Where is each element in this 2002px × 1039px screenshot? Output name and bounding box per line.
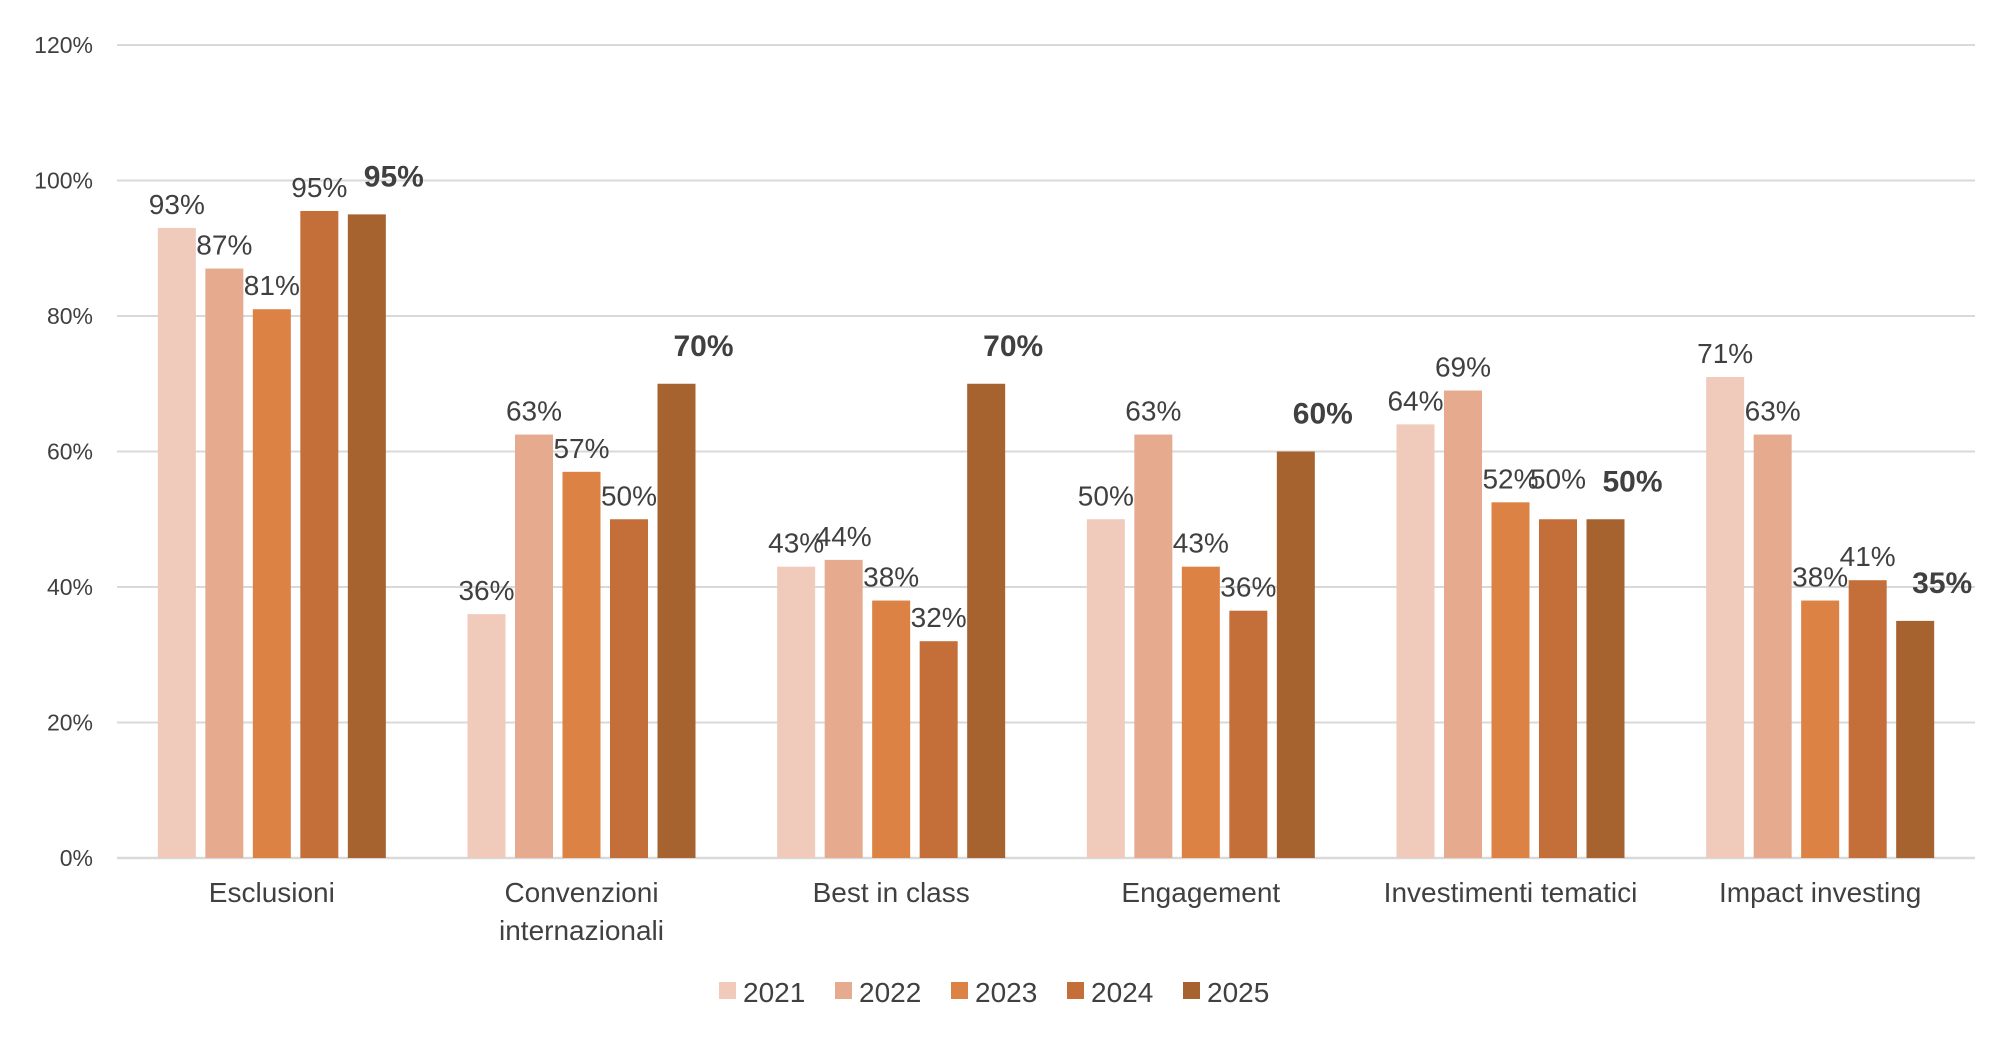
data-label-2025-1: 70%: [673, 330, 733, 363]
data-label-2022-2: 44%: [816, 521, 872, 552]
data-label-2022-1: 63%: [506, 396, 562, 427]
bar-2024-3: [1229, 610, 1268, 858]
x-tick-label: internazionali: [499, 915, 664, 946]
data-label-2023-3: 43%: [1173, 528, 1229, 559]
bar-2025-3: [1276, 451, 1315, 858]
data-label-2021-2: 43%: [768, 528, 824, 559]
bar-2022-5: [1753, 434, 1792, 858]
data-label-2025-3: 60%: [1293, 398, 1353, 431]
bar-2022-3: [1134, 434, 1173, 858]
bar-2023-1: [562, 471, 601, 858]
data-label-2021-1: 36%: [458, 575, 514, 606]
y-tick-label: 120%: [34, 32, 93, 58]
bar-2024-1: [610, 519, 648, 858]
y-tick-label: 20%: [47, 710, 93, 736]
bar-2025-1: [657, 383, 696, 858]
legend-swatch-2021: [719, 982, 736, 999]
y-tick-label: 80%: [47, 303, 93, 329]
data-label-2022-3: 63%: [1125, 396, 1181, 427]
bar-2025-5: [1896, 620, 1935, 858]
data-label-2024-4: 50%: [1530, 463, 1586, 494]
data-label-2023-4: 52%: [1482, 463, 1538, 494]
bar-2023-0: [252, 309, 291, 859]
bar-2024-4: [1539, 519, 1577, 858]
data-label-2024-2: 32%: [911, 602, 967, 633]
data-label-2021-0: 93%: [149, 189, 205, 220]
data-label-2023-0: 81%: [244, 270, 300, 301]
data-label-2021-5: 71%: [1697, 338, 1753, 369]
bar-2024-2: [919, 641, 958, 858]
bar-2021-4: [1396, 424, 1435, 858]
data-label-2025-4: 50%: [1602, 465, 1662, 498]
bar-2022-4: [1444, 390, 1482, 858]
legend-label-2021: 2021: [743, 977, 805, 1008]
bar-2022-2: [824, 559, 863, 858]
bar-2023-4: [1491, 502, 1530, 858]
legend-label-2023: 2023: [975, 977, 1037, 1008]
bar-2025-0: [347, 214, 386, 858]
bar-2021-0: [157, 227, 196, 859]
x-tick-label: Best in class: [813, 877, 970, 908]
x-tick-label: Esclusioni: [209, 877, 335, 908]
bar-2023-5: [1801, 600, 1840, 858]
data-label-2024-1: 50%: [601, 480, 657, 511]
bar-2025-4: [1586, 519, 1625, 858]
data-label-2025-5: 35%: [1912, 567, 1972, 600]
legend-label-2022: 2022: [859, 977, 921, 1008]
data-label-2022-5: 63%: [1745, 396, 1801, 427]
bar-2024-5: [1848, 580, 1887, 858]
bar-2022-0: [205, 268, 244, 858]
y-tick-label: 40%: [47, 574, 93, 600]
data-label-2024-3: 36%: [1220, 572, 1276, 603]
data-label-2024-5: 41%: [1840, 541, 1896, 572]
bar-2024-0: [300, 210, 339, 859]
bar-2022-1: [515, 434, 553, 858]
bar-2021-2: [777, 566, 816, 858]
bar-2021-5: [1706, 376, 1745, 858]
legend-swatch-2024: [1067, 982, 1084, 999]
y-tick-label: 0%: [60, 845, 93, 871]
legend-swatch-2023: [951, 982, 968, 999]
bar-2025-2: [967, 383, 1006, 858]
data-label-2025-0: 95%: [364, 160, 424, 193]
bar-2023-3: [1181, 566, 1220, 858]
x-tick-label: Engagement: [1121, 877, 1280, 908]
legend-swatch-2022: [835, 982, 852, 999]
data-label-2023-2: 38%: [863, 562, 919, 593]
data-label-2025-2: 70%: [983, 330, 1043, 363]
data-label-2021-4: 64%: [1387, 385, 1443, 416]
legend-label-2024: 2024: [1091, 977, 1153, 1008]
data-label-2022-4: 69%: [1435, 352, 1491, 383]
x-tick-label: Investimenti tematici: [1384, 877, 1638, 908]
x-tick-label: Convenzioni: [504, 877, 658, 908]
y-tick-label: 60%: [47, 439, 93, 465]
data-label-2023-1: 57%: [553, 433, 609, 464]
y-tick-label: 100%: [34, 168, 93, 194]
bar-2021-1: [467, 614, 506, 858]
data-label-2021-3: 50%: [1078, 480, 1134, 511]
legend-swatch-2025: [1183, 982, 1200, 999]
bar-2023-2: [872, 600, 911, 858]
data-label-2022-0: 87%: [196, 230, 252, 261]
x-tick-label: Impact investing: [1719, 877, 1921, 908]
data-label-2024-0: 95%: [291, 172, 347, 203]
data-label-2023-5: 38%: [1792, 562, 1848, 593]
bar-2021-3: [1086, 519, 1125, 858]
legend-label-2025: 2025: [1207, 977, 1269, 1008]
